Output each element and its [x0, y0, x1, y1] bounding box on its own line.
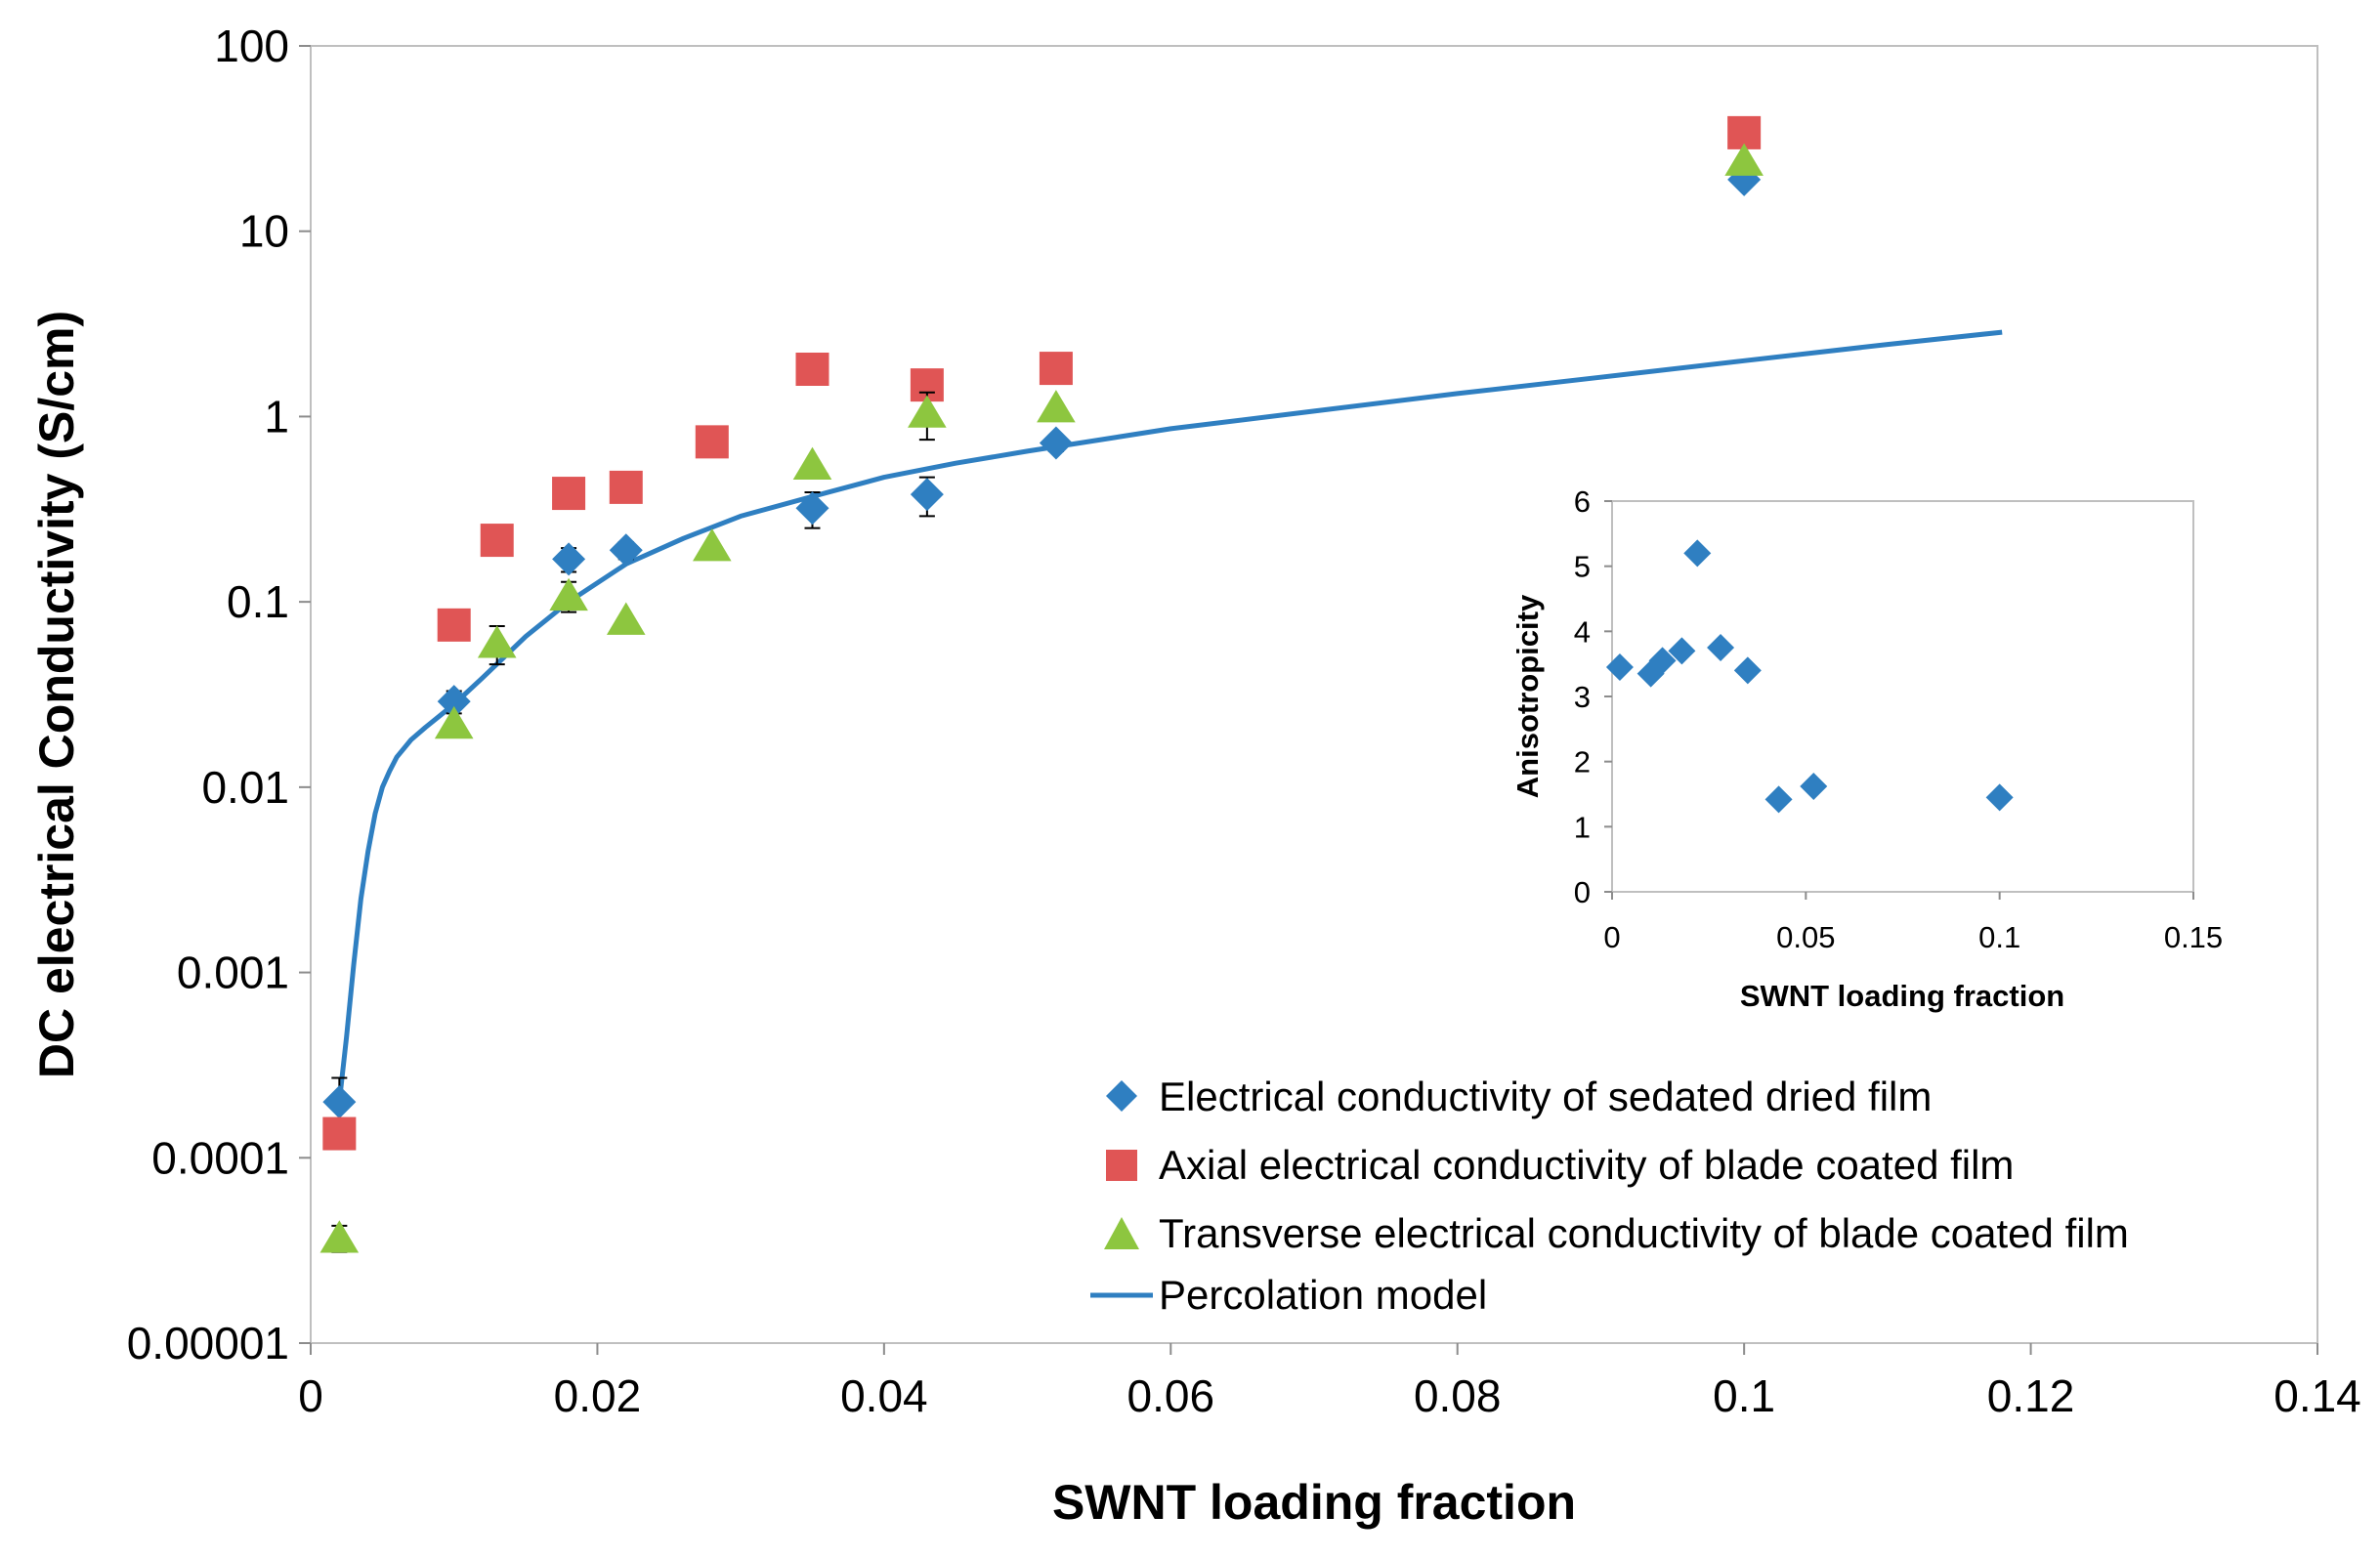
main-y-tick-label: 0.01 [201, 762, 289, 813]
inset-y-tick-label: 1 [1574, 810, 1591, 844]
inset-y-tick-label: 6 [1574, 484, 1591, 519]
transverse-point [319, 1220, 360, 1253]
axial-point [609, 470, 643, 504]
inset-y-tick-label: 2 [1574, 745, 1591, 779]
inset-chart: 0 1 2 3 4 5 6 0 0.05 0.1 0.15 SWNT loading fracti… [1510, 484, 2223, 1013]
legend-triangle-marker [1104, 1217, 1139, 1249]
inset-y-tick-label: 5 [1574, 550, 1591, 584]
main-x-tick-label: 0 [298, 1370, 323, 1421]
main-y-tick-label: 0.001 [177, 947, 289, 998]
inset-x-tick-label: 0.15 [2164, 920, 2223, 954]
main-y-ticks: 0.00001 0.0001 0.001 0.01 0.1 1 10 100 [127, 21, 311, 1369]
sedated-point [1039, 426, 1073, 460]
sedated-point [437, 685, 471, 719]
transverse-point [792, 446, 832, 480]
inset-y-tick-label: 3 [1574, 680, 1591, 714]
main-y-tick-label: 0.0001 [151, 1132, 289, 1183]
axial-point [1039, 352, 1073, 386]
main-x-axis-title: SWNT loading fraction [1052, 1475, 1576, 1530]
axial-point [795, 352, 829, 386]
main-y-tick-label: 10 [239, 206, 289, 257]
transverse-point [434, 705, 474, 739]
main-x-tick-label: 0.12 [1987, 1370, 2075, 1421]
inset-y-ticks: 0 1 2 3 4 5 6 [1574, 484, 1612, 909]
main-x-tick-label: 0.08 [1414, 1370, 1502, 1421]
main-y-tick-label: 1 [264, 391, 289, 442]
legend-label-transverse: Transverse electrical conductivity of bl… [1159, 1210, 2129, 1256]
main-x-tick-label: 0.04 [840, 1370, 928, 1421]
inset-y-tick-label: 0 [1574, 875, 1591, 909]
axial-point [437, 608, 471, 642]
inset-y-axis-title: Anisotropicity [1510, 594, 1545, 798]
inset-x-axis-title: SWNT loading fraction [1740, 979, 2064, 1013]
inset-plot-area [1611, 500, 2194, 893]
anisotropicity-point [1733, 656, 1762, 685]
transverse-point [1724, 143, 1764, 176]
main-x-ticks: 0 0.02 0.04 0.06 0.08 0.1 0.12 0.14 [298, 1343, 2361, 1421]
legend-diamond-marker [1106, 1080, 1137, 1112]
inset-x-ticks: 0 0.05 0.1 0.15 [1603, 892, 2223, 954]
inset-y-tick-label: 4 [1574, 614, 1591, 649]
axial-point [552, 477, 586, 511]
anisotropicity-point [1683, 539, 1712, 568]
anisotropicity-point [1707, 634, 1735, 661]
legend-item-triangle: Transverse electrical conductivity of bl… [1104, 1210, 2129, 1256]
inset-x-tick-label: 0.05 [1776, 920, 1835, 954]
inset-x-tick-label: 0.1 [1978, 920, 2020, 954]
transverse-point [1037, 390, 1076, 423]
legend-label-sedated: Electrical conductivity of sedated dried… [1159, 1074, 1932, 1119]
legend-item-line: Percolation model [1090, 1272, 1487, 1318]
main-y-tick-label: 0.1 [227, 576, 289, 627]
legend-label-percolation: Percolation model [1159, 1272, 1487, 1318]
transverse-point [693, 528, 732, 562]
main-x-tick-label: 0.1 [1713, 1370, 1775, 1421]
transverse-point [477, 625, 517, 658]
anisotropicity-point [1605, 653, 1634, 681]
axial-point [322, 1116, 357, 1151]
legend: Electrical conductivity of sedated dried… [1090, 1074, 2129, 1318]
legend-square-marker [1106, 1150, 1137, 1181]
sedated-point [609, 533, 643, 568]
legend-label-axial: Axial electrical conductivity of blade c… [1159, 1142, 2014, 1188]
main-x-tick-label: 0.14 [2274, 1370, 2361, 1421]
main-marks [319, 115, 2003, 1253]
anisotropicity-point [1800, 773, 1828, 800]
axial-point [695, 425, 729, 459]
sedated-point [910, 478, 944, 512]
sedated-point [552, 542, 586, 576]
transverse-point [606, 602, 646, 635]
legend-item-diamond: Electrical conductivity of sedated dried… [1106, 1074, 1932, 1119]
main-y-tick-label: 0.00001 [127, 1318, 289, 1369]
anisotropicity-point [1764, 785, 1793, 814]
inset-marks [1605, 539, 2014, 814]
anisotropicity-point [1648, 647, 1677, 675]
sedated-point [322, 1085, 357, 1119]
main-x-tick-label: 0.06 [1127, 1370, 1215, 1421]
anisotropicity-point [1985, 783, 2014, 812]
main-y-tick-label: 100 [214, 21, 289, 71]
inset-x-tick-label: 0 [1603, 920, 1620, 954]
legend-item-square: Axial electrical conductivity of blade c… [1106, 1142, 2014, 1188]
main-y-axis-title: DC electrical Conductivity (S/cm) [29, 311, 84, 1078]
anisotropicity-point [1668, 637, 1696, 665]
main-x-tick-label: 0.02 [554, 1370, 642, 1421]
transverse-point [549, 577, 588, 611]
transverse-point [908, 395, 947, 428]
sedated-point [795, 491, 829, 526]
axial-point [480, 524, 514, 558]
